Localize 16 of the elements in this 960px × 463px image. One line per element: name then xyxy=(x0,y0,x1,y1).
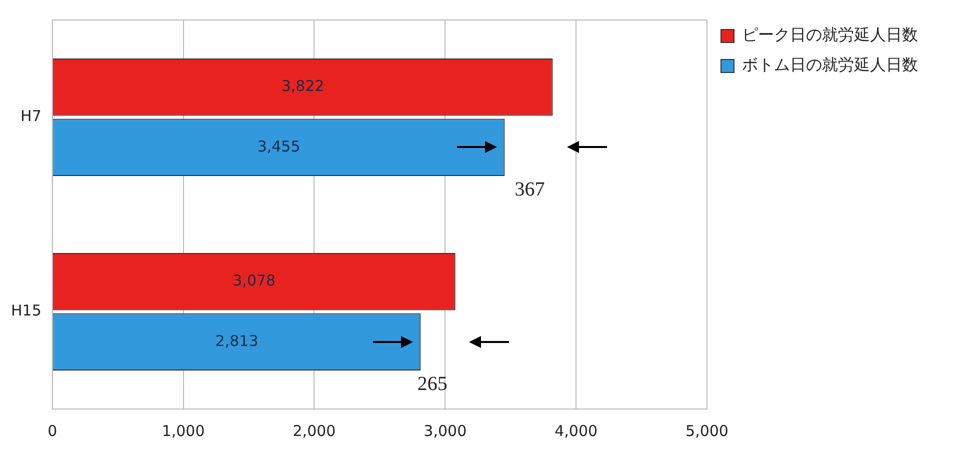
x-tick-label: 2,000 xyxy=(292,422,336,440)
x-tick-label: 5,000 xyxy=(686,422,728,440)
data-label: 3,455 xyxy=(257,137,300,156)
data-label: 3,078 xyxy=(232,271,276,290)
x-tick-label: 1,000 xyxy=(162,422,205,440)
data-label: 3,822 xyxy=(281,76,324,95)
data-label: 2,813 xyxy=(215,332,258,350)
y-tick-label: H15 xyxy=(10,302,42,320)
x-tick-label: 4,000 xyxy=(554,422,598,440)
y-tick-label: H7 xyxy=(20,107,42,126)
x-tick-label: 0 xyxy=(48,422,58,440)
legend-label: ボトム日の就労延人日数 xyxy=(742,55,918,74)
annotation: 367 xyxy=(514,178,545,200)
x-tick-label: 3,000 xyxy=(424,422,467,440)
annotation: 265 xyxy=(417,372,448,395)
legend-label: ピーク日の就労延人日数 xyxy=(742,25,918,44)
